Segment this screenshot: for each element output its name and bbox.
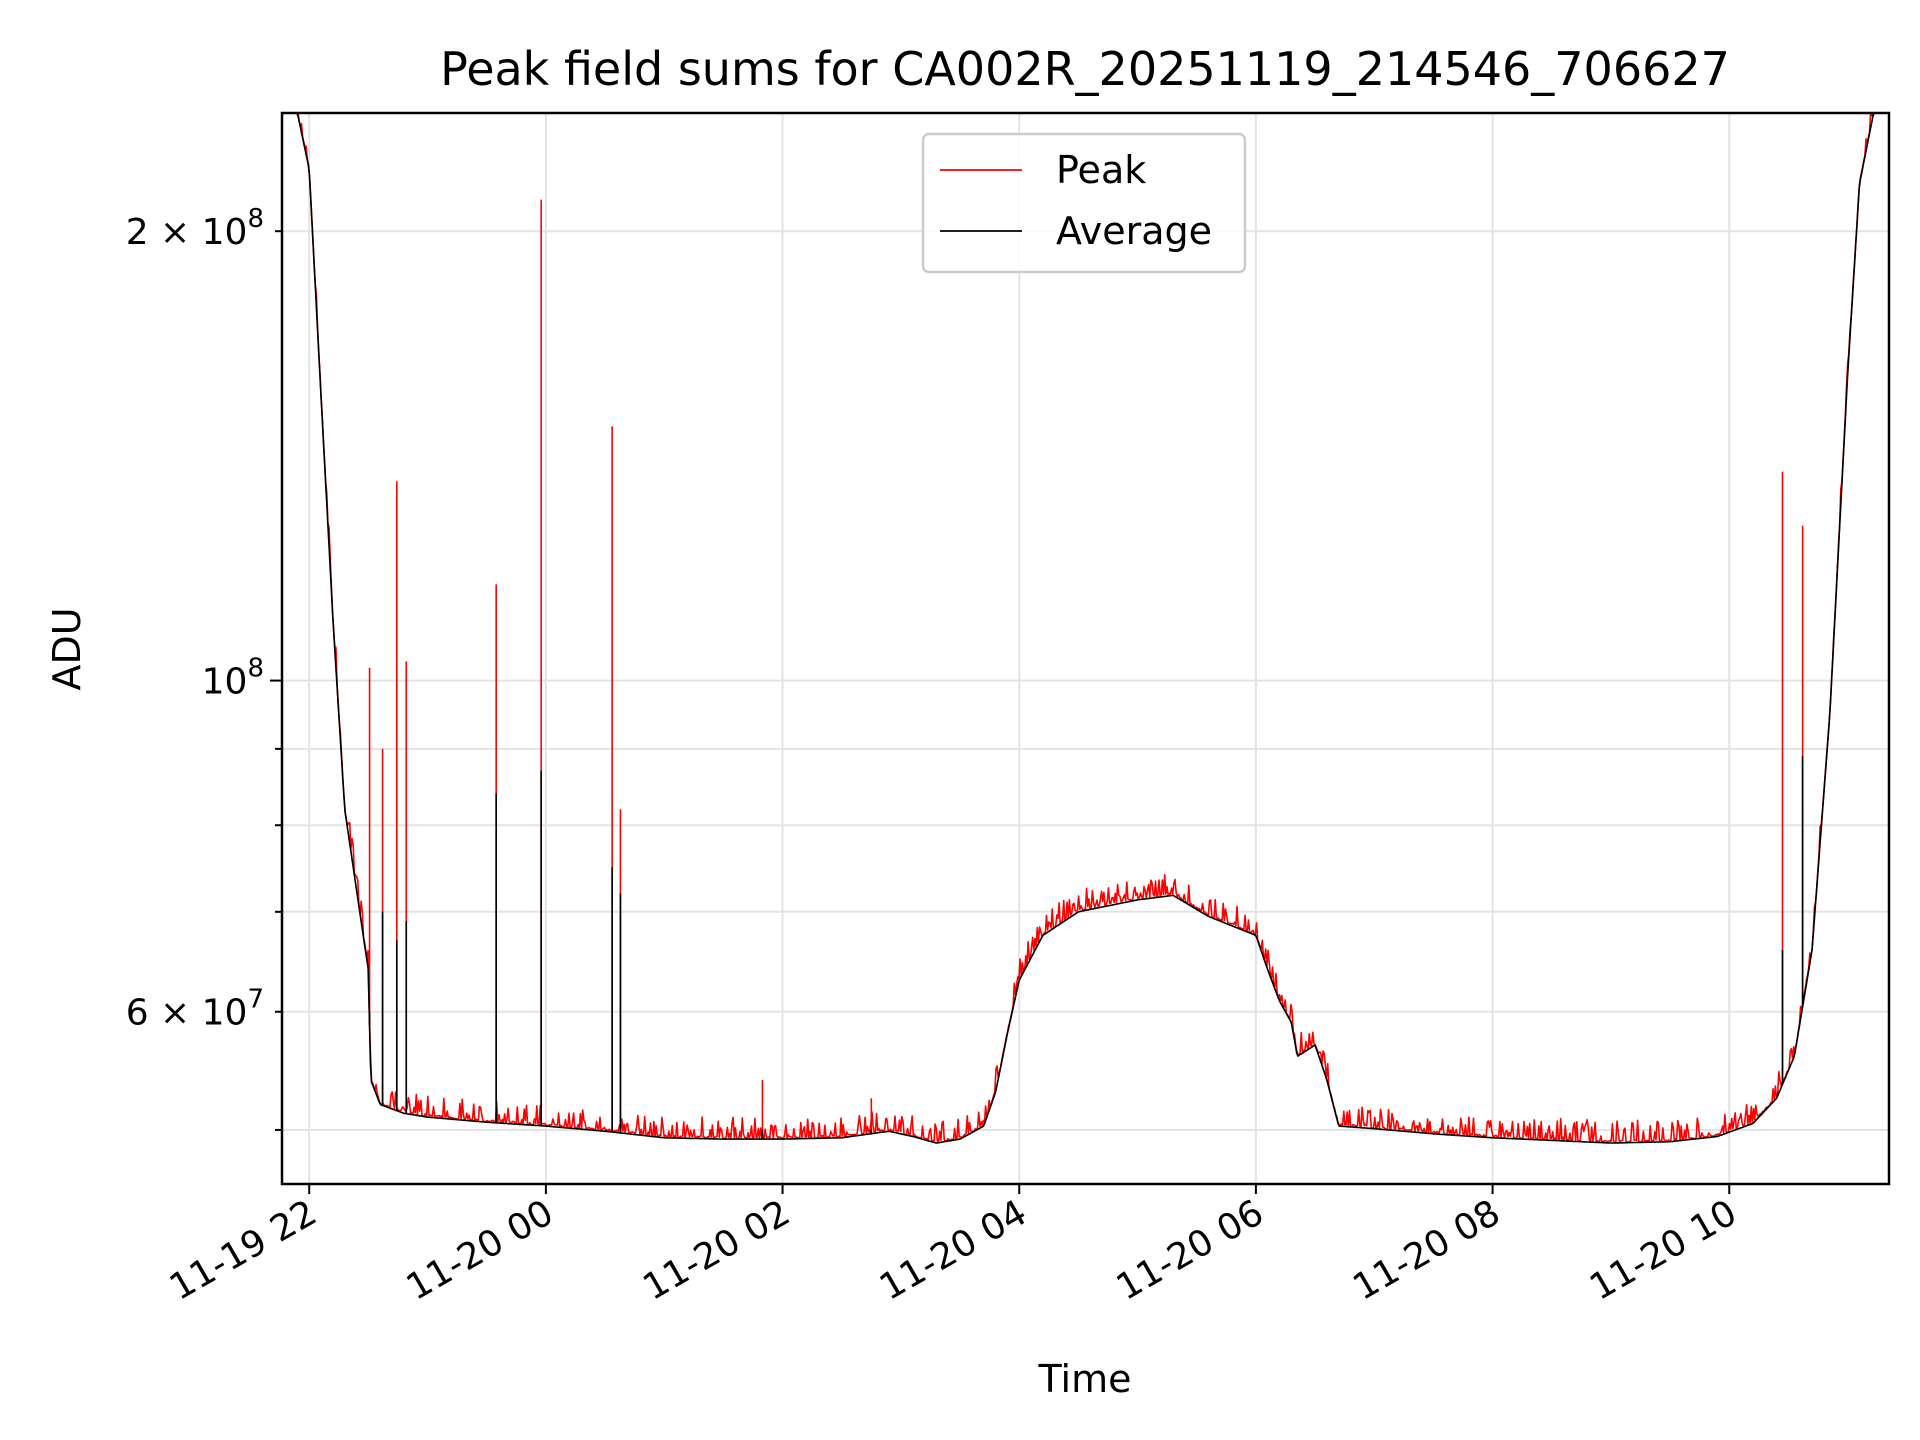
grid [282, 113, 1889, 1184]
y-tick-label-exponent: 8 [247, 204, 264, 234]
x-axis-label: Time [1038, 1357, 1132, 1401]
y-tick-label-base: 10 [202, 662, 248, 703]
plot-frame [280, 111, 1891, 1186]
y-tick-label-exponent: 8 [247, 654, 264, 684]
y-tick-label-exponent: 7 [247, 985, 264, 1015]
legend-box [921, 132, 1247, 274]
legend-average-label: Average [1056, 209, 1212, 253]
legend-peak-label: Peak [1056, 148, 1146, 192]
y-tick-label-base: 6 × 10 [126, 993, 248, 1034]
y-tick-label-base: 2 × 10 [126, 212, 248, 253]
y-axis-label: ADU [45, 607, 89, 690]
legend: Peak Average [921, 132, 1247, 274]
series-layer [282, 113, 1889, 1144]
chart-title: Peak field sums for CA002R_20251119_2145… [440, 42, 1730, 96]
series-average-line [282, 113, 1889, 1144]
series-peak-line [282, 113, 1889, 1144]
y-tick-label: 6 × 107 [126, 985, 264, 1034]
y-tick-label: 2 × 108 [126, 204, 264, 253]
y-tick-label: 108 [202, 654, 264, 703]
